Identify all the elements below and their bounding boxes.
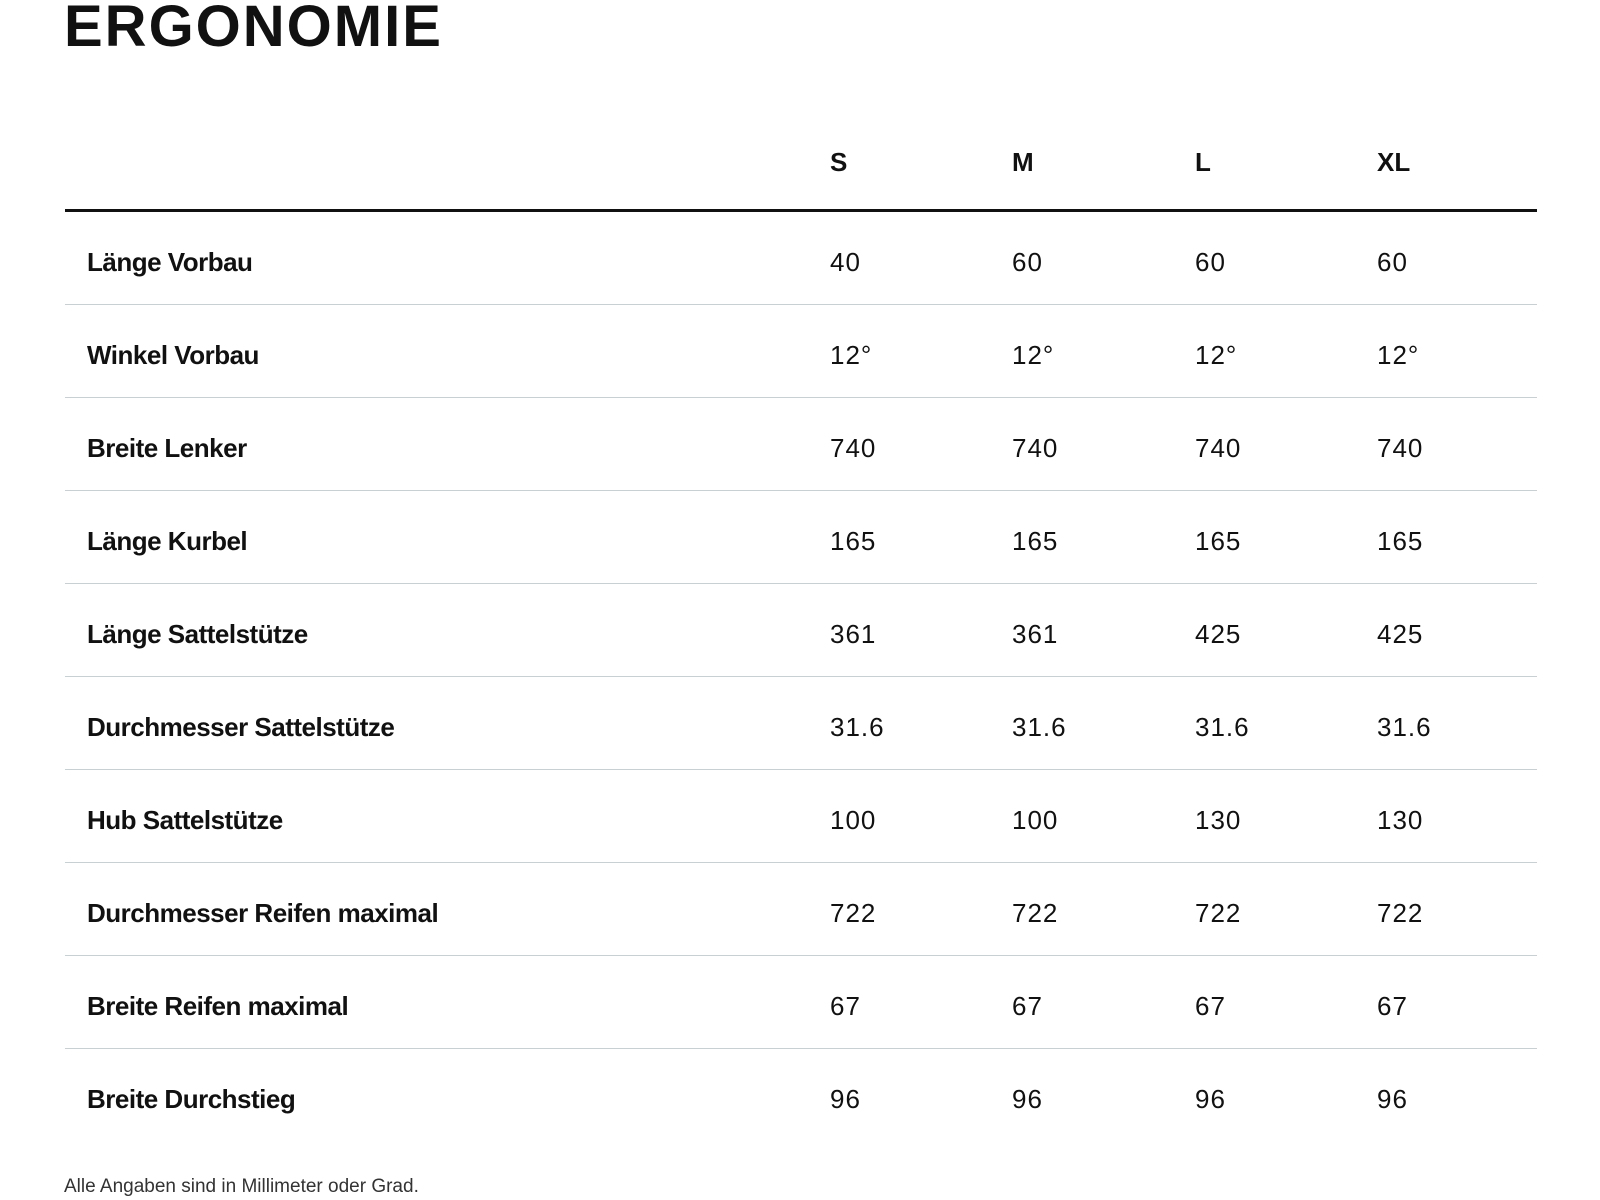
cell-value: 31.6 — [1377, 712, 1432, 742]
row-divider — [65, 862, 1537, 863]
cell-value: 740 — [1377, 433, 1424, 463]
cell-value: 165 — [830, 526, 877, 556]
cell-value: 722 — [1012, 898, 1059, 928]
cell-value: 31.6 — [1012, 712, 1067, 742]
cell-value: 40 — [830, 247, 861, 277]
row-divider — [65, 955, 1537, 956]
cell-value: 165 — [1012, 526, 1059, 556]
cell-value: 31.6 — [1195, 712, 1250, 742]
row-divider — [65, 304, 1537, 305]
row-label: Durchmesser Reifen maximal — [87, 898, 439, 928]
column-header: XL — [1377, 147, 1411, 177]
cell-value: 60 — [1377, 247, 1408, 277]
cell-value: 96 — [1195, 1084, 1226, 1114]
cell-value: 12° — [830, 340, 873, 370]
row-label: Winkel Vorbau — [87, 340, 259, 370]
cell-value: 722 — [1195, 898, 1242, 928]
row-label: Länge Vorbau — [87, 247, 253, 277]
column-header: M — [1012, 147, 1034, 177]
cell-value: 31.6 — [830, 712, 885, 742]
row-divider — [65, 1048, 1537, 1049]
row-divider — [65, 676, 1537, 677]
row-divider — [65, 490, 1537, 491]
cell-value: 67 — [830, 991, 861, 1021]
footnote: Alle Angaben sind in Millimeter oder Gra… — [64, 1176, 419, 1197]
cell-value: 361 — [830, 619, 877, 649]
cell-value: 425 — [1195, 619, 1242, 649]
cell-value: 60 — [1195, 247, 1226, 277]
cell-value: 12° — [1377, 340, 1420, 370]
cell-value: 425 — [1377, 619, 1424, 649]
row-label: Durchmesser Sattelstütze — [87, 712, 395, 742]
cell-value: 165 — [1377, 526, 1424, 556]
column-header: S — [830, 147, 848, 177]
cell-value: 96 — [830, 1084, 861, 1114]
cell-value: 740 — [1012, 433, 1059, 463]
header-rule — [65, 209, 1537, 212]
cell-value: 96 — [1377, 1084, 1408, 1114]
row-divider — [65, 769, 1537, 770]
cell-value: 12° — [1012, 340, 1055, 370]
cell-value: 361 — [1012, 619, 1059, 649]
page-title: ERGONOMIE — [64, 0, 443, 59]
cell-value: 67 — [1195, 991, 1226, 1021]
cell-value: 130 — [1377, 805, 1424, 835]
row-divider — [65, 583, 1537, 584]
column-header: L — [1195, 147, 1211, 177]
cell-value: 67 — [1377, 991, 1408, 1021]
row-label: Breite Durchstieg — [87, 1084, 296, 1114]
cell-value: 722 — [830, 898, 877, 928]
cell-value: 100 — [830, 805, 877, 835]
row-label: Länge Kurbel — [87, 526, 248, 556]
cell-value: 12° — [1195, 340, 1238, 370]
row-label: Hub Sattelstütze — [87, 805, 283, 835]
cell-value: 165 — [1195, 526, 1242, 556]
cell-value: 100 — [1012, 805, 1059, 835]
cell-value: 96 — [1012, 1084, 1043, 1114]
row-label: Breite Lenker — [87, 433, 247, 463]
row-label: Breite Reifen maximal — [87, 991, 349, 1021]
cell-value: 67 — [1012, 991, 1043, 1021]
cell-value: 130 — [1195, 805, 1242, 835]
cell-value: 740 — [1195, 433, 1242, 463]
cell-value: 60 — [1012, 247, 1043, 277]
cell-value: 722 — [1377, 898, 1424, 928]
row-divider — [65, 397, 1537, 398]
cell-value: 740 — [830, 433, 877, 463]
row-label: Länge Sattelstütze — [87, 619, 308, 649]
